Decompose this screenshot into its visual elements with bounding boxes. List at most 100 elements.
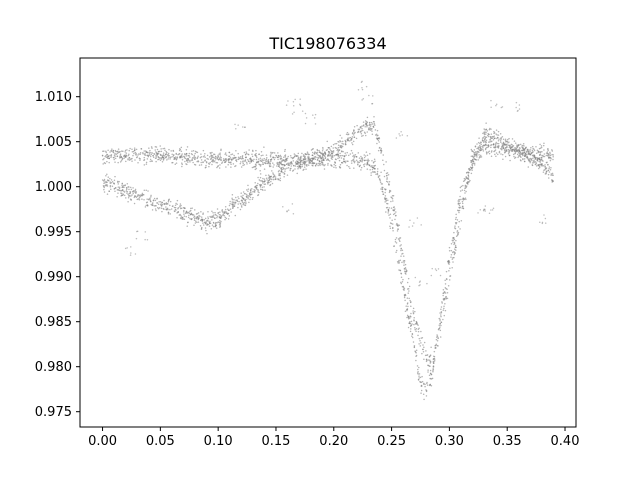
data-point	[253, 158, 255, 161]
data-point	[230, 153, 232, 156]
data-point	[504, 147, 507, 149]
data-point	[369, 169, 371, 171]
data-point	[529, 161, 531, 164]
data-point	[221, 161, 224, 163]
data-point	[181, 163, 183, 166]
data-point	[343, 158, 345, 160]
data-point	[123, 190, 125, 192]
data-point	[440, 315, 442, 318]
data-point	[257, 160, 260, 163]
data-point	[417, 330, 420, 333]
data-point	[461, 198, 463, 201]
data-point	[395, 242, 398, 244]
data-point	[265, 174, 267, 177]
data-point	[320, 160, 323, 162]
data-point	[439, 329, 442, 332]
data-point	[316, 152, 318, 154]
data-point	[183, 155, 186, 158]
data-point	[294, 165, 297, 167]
data-point	[104, 184, 107, 186]
data-point	[215, 161, 217, 164]
data-point	[137, 162, 139, 164]
data-point	[307, 153, 310, 156]
data-point	[159, 200, 162, 203]
data-point	[493, 131, 496, 134]
stray-data-point	[235, 127, 237, 130]
data-point	[258, 163, 260, 165]
data-point	[376, 142, 378, 145]
data-point	[387, 199, 389, 201]
data-point	[280, 161, 282, 164]
data-point	[388, 180, 391, 183]
data-point	[371, 130, 373, 132]
data-point	[547, 173, 550, 176]
data-point	[424, 383, 426, 386]
data-point	[507, 144, 510, 147]
data-point	[413, 345, 416, 347]
data-point	[485, 139, 488, 141]
data-point	[127, 186, 129, 188]
data-point	[508, 146, 511, 148]
data-point	[416, 321, 418, 324]
data-point	[440, 306, 443, 308]
data-point	[412, 310, 414, 312]
data-point	[327, 151, 330, 153]
data-point	[410, 301, 412, 303]
data-point	[360, 131, 362, 133]
data-point	[151, 203, 154, 205]
data-point	[214, 225, 216, 228]
data-point	[212, 225, 215, 228]
data-point	[294, 161, 297, 163]
data-point	[225, 212, 228, 214]
data-point	[108, 161, 110, 164]
data-point	[149, 199, 151, 201]
data-point	[328, 160, 331, 162]
data-point	[363, 165, 366, 168]
data-point	[173, 206, 176, 209]
data-point	[411, 323, 413, 325]
data-point	[419, 381, 422, 384]
data-point	[341, 142, 343, 145]
data-point	[475, 150, 477, 153]
data-point	[135, 148, 138, 151]
data-point	[501, 145, 503, 148]
data-point	[484, 143, 487, 146]
data-point	[277, 156, 279, 159]
data-point	[119, 150, 121, 153]
data-point	[183, 209, 185, 212]
data-point	[423, 341, 426, 344]
data-point	[543, 169, 545, 172]
data-point	[129, 147, 131, 150]
data-point	[459, 202, 461, 204]
data-point	[222, 212, 225, 214]
data-point	[396, 230, 399, 232]
data-point	[327, 164, 329, 166]
data-point	[282, 171, 284, 174]
data-point	[263, 186, 265, 188]
data-point	[444, 279, 446, 281]
data-point	[151, 152, 154, 154]
data-point	[120, 160, 123, 162]
data-point	[368, 164, 371, 166]
data-point	[493, 130, 495, 133]
data-point	[313, 157, 315, 159]
data-point	[497, 142, 500, 145]
data-point	[521, 145, 523, 147]
data-point	[407, 305, 409, 308]
data-point	[155, 153, 158, 155]
data-point	[219, 226, 221, 228]
data-point	[224, 218, 226, 221]
data-point	[373, 115, 375, 118]
data-point	[391, 227, 394, 230]
data-point	[126, 183, 129, 185]
data-point	[197, 218, 200, 221]
data-point	[264, 183, 267, 185]
data-point	[416, 372, 419, 374]
data-point	[387, 212, 389, 214]
data-point	[337, 144, 340, 147]
data-point	[167, 158, 169, 160]
data-point	[116, 155, 119, 158]
data-point	[547, 169, 549, 172]
data-point	[413, 319, 415, 321]
data-point	[107, 149, 109, 152]
